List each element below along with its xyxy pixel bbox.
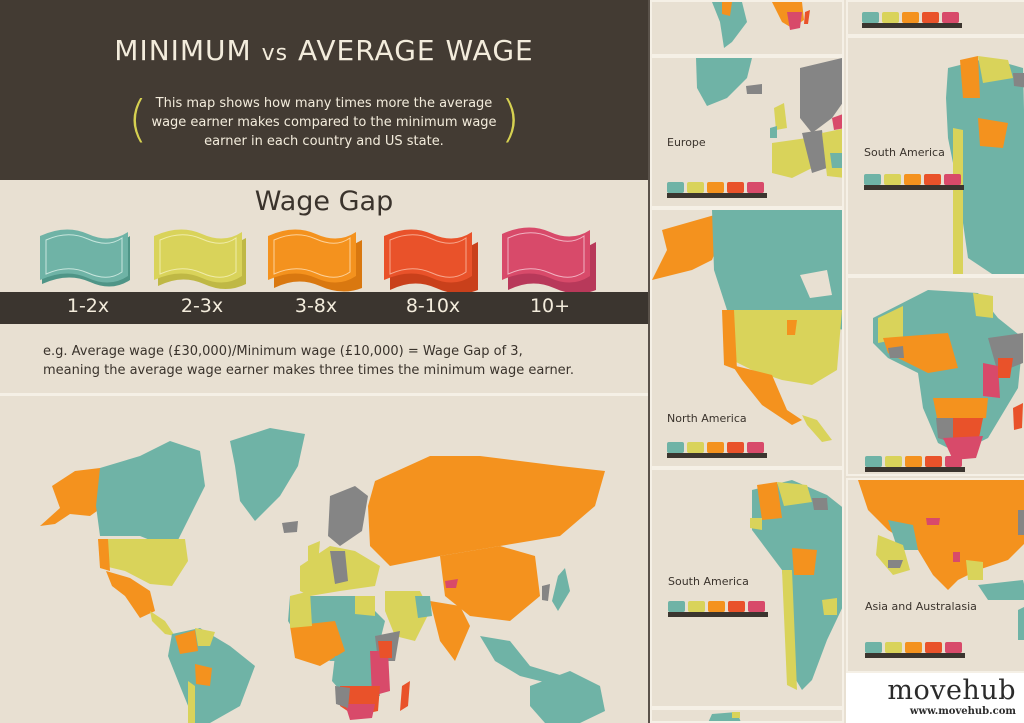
region-germany [330,551,348,584]
legend-label-8-10x: 8-10x [405,295,461,317]
north-america-map [652,210,842,442]
mini-legend [668,601,768,621]
example-explanation: e.g. Average wage (£30,000)/Minimum wage… [43,342,643,380]
region-egypt [355,596,375,616]
panel-europe: Europe [650,56,844,208]
regional-maps-column: Europe South America [648,0,1024,723]
region-alaska [40,468,104,526]
legend-label-3-8x: 3-8x [294,295,338,317]
legend-bills [0,226,648,296]
europe-map [696,58,842,178]
title-minimum: MINIMUM [114,34,252,67]
left-paren-decoration: ( [128,90,148,148]
region-scandinavia [328,486,368,546]
title-average-wage: AVERAGE WAGE [298,34,534,67]
legend-label-bar: 1-2x 2-3x 3-8x 8-10x 10+ [0,292,648,324]
south-america-map-bottom [750,480,842,690]
section-divider [0,393,648,396]
panel-world-fragment [650,0,844,56]
money-bill-icon-8-10x [384,229,478,292]
mini-legend [667,182,767,202]
subtitle-text: This map shows how many times more the a… [151,96,497,149]
money-bill-icon-3-8x [268,229,362,292]
panel-africa [846,276,1024,476]
movehub-logo[interactable]: movehub www.movehub.com [846,673,1024,723]
region-venezuela [195,628,215,646]
panel-south-america-top: South America [846,36,1024,276]
title-vs: vs [261,41,289,66]
example-line-1: e.g. Average wage (£30,000)/Minimum wage… [43,344,523,359]
region-us-west-coast [98,539,110,571]
region-central-america [150,611,175,636]
panel-label-asia-australasia: Asia and Australasia [865,600,977,613]
mini-legend [862,12,962,32]
example-line-2: meaning the average wage earner makes th… [43,363,574,378]
world-map [40,428,605,723]
subtitle-block: ( This map shows how many times more the… [128,90,520,154]
region-namibia [335,686,350,708]
mini-legend [865,642,965,662]
region-chile [188,681,195,723]
legend-label-2-3x: 2-3x [180,295,224,317]
brand-url[interactable]: www.movehub.com [909,706,1016,717]
region-japan [552,568,570,611]
africa-map [873,290,1023,460]
region-usa [100,539,188,586]
region-southeast-asia [480,636,580,686]
region-greenland [230,428,305,521]
panel-legend-fragment [846,0,1024,36]
legend-label-10-plus: 10+ [529,295,571,317]
region-iran [415,596,432,618]
brand-name: movehub [887,675,1016,706]
title-banner: MINIMUM vs AVERAGE WAGE ( This map shows… [0,0,648,180]
mini-legend [864,174,964,194]
money-bill-icon-10-plus [502,227,596,292]
region-uk [308,541,320,564]
region-colombia [175,630,198,654]
region-kyrgyzstan [445,579,458,588]
region-west-africa [290,621,345,666]
asia-map [858,480,1024,640]
bottom-fragment-map [708,712,741,721]
panel-label-south-america-bottom: South America [668,575,749,588]
panel-label-north-america: North America [667,412,747,425]
panel-bottom-fragment [650,708,844,723]
region-iceland [282,521,298,533]
mini-legend [667,442,767,462]
page-title: MINIMUM vs AVERAGE WAGE [0,34,648,67]
south-america-map-top [946,56,1024,274]
region-china [440,546,540,621]
money-bill-icon-2-3x [154,229,246,289]
region-korea [542,584,550,601]
panel-north-america: North America [650,208,844,468]
legend-title: Wage Gap [254,186,394,217]
panel-asia-australasia: Asia and Australasia [846,478,1024,673]
region-kenya [378,641,392,658]
region-mexico [106,571,155,618]
main-infographic: MINIMUM vs AVERAGE WAGE ( This map shows… [0,0,648,723]
right-paren-decoration: ) [500,90,520,148]
panel-south-america-bottom: South America [650,468,844,708]
region-south-africa [345,704,375,720]
region-australia [530,671,605,723]
legend-label-1-2x: 1-2x [66,295,110,317]
region-canada [96,441,205,546]
region-bolivia [195,664,212,686]
panel-label-europe: Europe [667,136,706,149]
region-east-africa [370,651,390,696]
region-morocco [290,591,312,628]
region-india [430,601,470,661]
panel-label-south-america-top: South America [864,146,945,159]
mini-legend [865,456,965,474]
money-bill-icon-1-2x [40,229,130,287]
world-fragment-map [712,2,810,48]
region-russia [368,456,605,566]
region-madagascar [400,681,410,711]
